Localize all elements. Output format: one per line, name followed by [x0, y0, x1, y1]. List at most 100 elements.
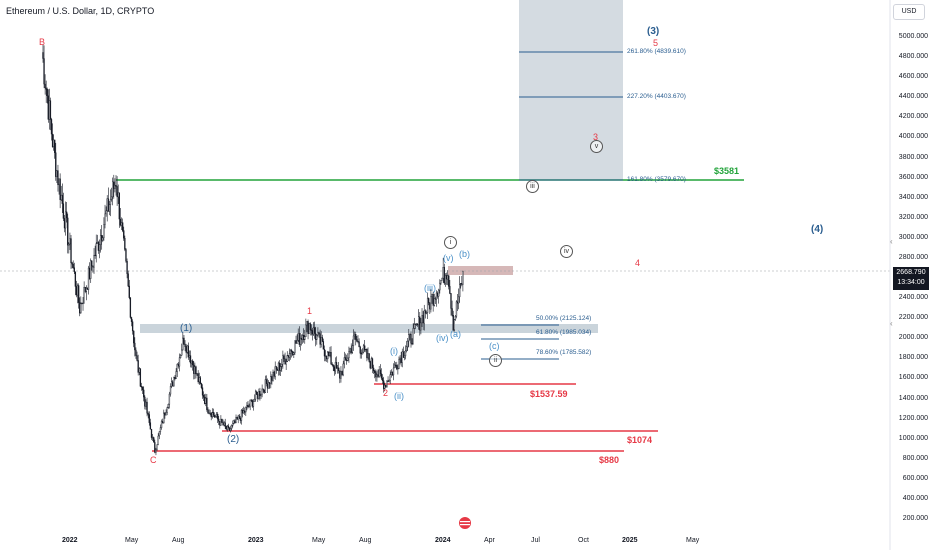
candle-body [57, 170, 59, 186]
candle-body [242, 410, 245, 414]
candle-body [434, 298, 437, 300]
y-tick-label: 800.000 [902, 454, 928, 462]
candle-body [93, 254, 95, 268]
candle-body [185, 346, 187, 353]
fib-786-label: 78.60% (1785.582) [536, 349, 592, 356]
candle-body [419, 316, 421, 331]
candle-body [217, 413, 219, 420]
candle-body [287, 355, 289, 358]
candle-body [370, 358, 373, 369]
candle-body [323, 349, 326, 357]
candle-body [164, 412, 166, 416]
candle-body [257, 394, 259, 399]
candle-body [224, 422, 226, 427]
candle-body [43, 58, 45, 85]
candle-body [276, 369, 279, 371]
currency-button[interactable]: USD [893, 4, 925, 20]
wave-iv-label: (iv) [436, 333, 449, 343]
candle-body [327, 351, 329, 360]
candle-body [457, 296, 460, 304]
flag-icon[interactable] [459, 517, 471, 529]
candle-body [49, 100, 52, 120]
candle-body [273, 371, 275, 377]
candle-body [303, 335, 305, 340]
candle-body [163, 412, 165, 424]
candle-body [421, 315, 423, 324]
candle-body [324, 355, 327, 357]
candle-body [393, 364, 396, 369]
candle-body [169, 386, 172, 395]
candle-body [343, 357, 346, 365]
candle-body [387, 380, 389, 382]
candle-body [453, 319, 455, 331]
x-tick-label: 2023 [248, 537, 264, 544]
candle-body [290, 350, 293, 352]
candle-body [298, 333, 300, 345]
candle-body [401, 351, 403, 363]
candle-body [214, 416, 217, 418]
y-tick-label: 1200.000 [898, 414, 928, 422]
candle-body [416, 323, 419, 326]
candle-body [201, 387, 204, 396]
candle-body [454, 315, 457, 320]
candle-body [333, 366, 335, 372]
candle-body [179, 355, 182, 358]
candle-body [59, 178, 61, 200]
candle-body [228, 427, 231, 431]
candle-body [339, 370, 341, 379]
candle-body [312, 327, 315, 335]
candle-body [266, 383, 269, 389]
candle-body [193, 364, 195, 374]
candle-body [448, 275, 450, 287]
candle-body [249, 399, 251, 407]
candle-body [58, 178, 60, 186]
level-1074-label: $1074 [627, 435, 653, 445]
candle-body [182, 337, 184, 351]
candle-body [341, 371, 343, 375]
candle-body [106, 198, 108, 212]
candle-body [404, 350, 407, 357]
candle-body [186, 345, 188, 353]
candle-body [210, 412, 212, 418]
candle-body [183, 337, 185, 345]
candle-body [226, 425, 228, 430]
candle-body [124, 238, 126, 250]
candle-body [449, 286, 451, 294]
candle-body [385, 385, 387, 388]
y-tick-label: 3600.000 [898, 173, 928, 181]
candle-body [429, 302, 431, 310]
y-tick-label: 2800.000 [898, 253, 928, 261]
wave-paren-3-label: (3) [647, 26, 660, 37]
candle-body [357, 341, 359, 343]
candle-body [265, 379, 268, 384]
candle-body [461, 283, 463, 285]
candle-body [60, 194, 62, 200]
candle-body [268, 382, 270, 389]
candle-body [123, 230, 125, 239]
candle-body [460, 283, 462, 285]
candle-body [369, 361, 371, 369]
candle-body [114, 185, 116, 189]
candle-body [101, 235, 103, 241]
candle-body [90, 260, 92, 279]
candle-body [436, 292, 439, 297]
scroll-down-arrow-icon[interactable]: ‹ [890, 319, 893, 328]
candle-body [411, 343, 413, 345]
candle-body [81, 303, 83, 305]
candle-body [295, 340, 297, 344]
candle-body [75, 286, 78, 296]
candle-body [451, 308, 453, 316]
x-tick-label: Apr [484, 537, 495, 544]
candle-body [446, 275, 449, 280]
candle-body [105, 210, 107, 215]
candle-body [349, 348, 351, 352]
candle-body [307, 321, 309, 334]
candle-body [208, 412, 210, 414]
candle-body [259, 391, 261, 397]
candle-body [99, 235, 102, 245]
candle-body [202, 395, 205, 398]
candle-body [215, 413, 218, 417]
scroll-up-arrow-icon[interactable]: ‹ [890, 237, 893, 246]
candle-body [62, 203, 65, 219]
